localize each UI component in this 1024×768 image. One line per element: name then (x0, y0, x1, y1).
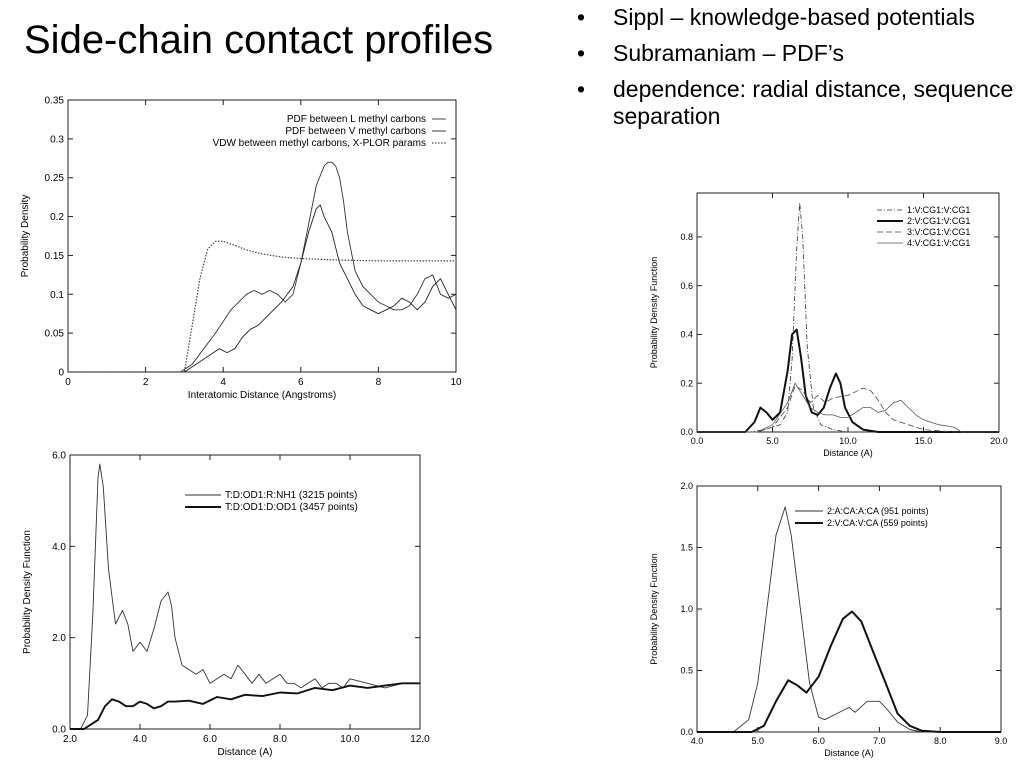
x-tick-label: 7.0 (873, 736, 886, 746)
y-tick-label: 2.0 (680, 481, 693, 491)
legend-entry-label: 1:V:CG1:V:CG1 (907, 205, 970, 215)
y-tick-label: 0.15 (45, 251, 65, 262)
x-tick-label: 8 (376, 377, 382, 388)
x-tick-label: 0 (65, 377, 71, 388)
legend-entry-label: 3:V:CG1:V:CG1 (907, 227, 970, 237)
slide-title: Side-chain contact profiles (24, 18, 494, 62)
y-axis-label: Probability Density Function (649, 257, 659, 369)
x-tick-label: 8.0 (273, 734, 287, 745)
x-tick-label: 6.0 (812, 736, 825, 746)
x-tick-label: 2 (143, 377, 149, 388)
legend-entry-label: PDF between L methyl carbons (287, 114, 426, 125)
x-tick-label: 10 (450, 377, 462, 388)
x-axis-label: Distance (A) (823, 448, 873, 458)
x-tick-label: 10.0 (839, 436, 857, 446)
bullet-item: Subramaniam – PDF’s (575, 40, 1015, 67)
y-tick-label: 0.2 (680, 378, 693, 388)
series-line-2 (697, 610, 1001, 733)
series-line-3 (68, 240, 456, 373)
y-tick-label: 0.1 (50, 290, 64, 301)
y-axis-label: Probability Density Function (22, 530, 33, 654)
chart-v-cg1-sequence-separation: 0.0 5.0 10.0 15.0 20.0 0.0 0.2 0.4 0.6 0.8 Distanc… (649, 192, 1008, 458)
y-tick-label: 0.4 (680, 330, 693, 340)
chart-ca-ca-pdf: 4.0 5.0 6.0 7.0 8.0 9.0 0.0 0.5 1.0 1.5 2.0 Distanc… (649, 481, 1008, 758)
x-tick-label: 4 (220, 377, 226, 388)
x-tick-label: 9.0 (995, 736, 1008, 746)
series-line-2 (697, 328, 999, 433)
y-tick-label: 0.6 (680, 281, 693, 291)
plot-frame (67, 99, 457, 373)
x-tick-label: 20.0 (990, 436, 1008, 446)
legend-entry-label: T:D:OD1:D:OD1 (3457 points) (225, 502, 358, 513)
x-axis-label: Distance (A) (824, 748, 874, 758)
y-tick-label: 0.0 (52, 725, 66, 736)
bullet-list: Sippl – knowledge-based potentials Subra… (575, 4, 1015, 139)
legend-entry-label: 2:V:CG1:V:CG1 (907, 216, 970, 226)
y-tick-label: 0.5 (680, 666, 693, 676)
x-tick-label: 6.0 (203, 734, 217, 745)
x-tick-label: 12.0 (410, 734, 430, 745)
x-axis-label: Distance (A) (217, 747, 272, 758)
y-tick-label: 0.2 (50, 212, 64, 223)
y-axis-label: Probability Density Function (649, 553, 659, 665)
y-tick-label: 1.5 (680, 543, 693, 553)
y-tick-label: 0.0 (680, 427, 693, 437)
y-tick-label: 2.0 (52, 633, 66, 644)
y-tick-label: 0.35 (45, 96, 65, 107)
legend-entry-label: 2:V:CA:V:CA (559 points) (827, 518, 928, 528)
chart-l-v-methyl-carbons: 0 2 4 6 8 10 0 0.05 0.1 0.15 0.2 0.25 0.3 0.35 Interat… (20, 96, 462, 402)
y-tick-label: 0.05 (45, 329, 65, 340)
legend-entry-label: T:D:OD1:R:NH1 (3215 points) (225, 490, 357, 501)
series-line-2 (68, 204, 457, 373)
y-tick-label: 0.0 (680, 727, 693, 737)
x-tick-label: 10.0 (340, 734, 360, 745)
x-tick-label: 15.0 (915, 436, 933, 446)
y-tick-label: 6.0 (52, 451, 66, 462)
legend-entry-label: PDF between V methyl carbons (285, 126, 426, 137)
series-line-1 (697, 506, 1001, 733)
y-tick-label: 0.8 (680, 232, 693, 242)
series-line-1 (68, 161, 457, 373)
x-tick-label: 5.0 (766, 436, 779, 446)
legend-entry-label: VDW between methyl carbons, X-PLOR param… (213, 138, 426, 149)
x-tick-label: 4.0 (691, 736, 704, 746)
y-tick-label: 0.3 (50, 134, 64, 145)
bullet-item: Sippl – knowledge-based potentials (575, 4, 1015, 31)
legend-entry-label: 2:A:CA:A:CA (951 points) (827, 506, 929, 516)
x-tick-label: 5.0 (752, 736, 765, 746)
y-tick-label: 1.0 (680, 604, 693, 614)
series-line-1 (70, 463, 420, 730)
series-line-2 (70, 682, 420, 730)
plot-frame (69, 454, 421, 730)
y-tick-label: 0 (58, 368, 64, 379)
legend-entry-label: 4:V:CG1:V:CG1 (907, 238, 970, 248)
x-tick-label: 6 (298, 377, 304, 388)
x-tick-label: 4.0 (133, 734, 147, 745)
y-tick-label: 0.25 (45, 173, 65, 184)
x-tick-label: 2.0 (63, 734, 77, 745)
x-axis-label: Interatomic Distance (Angstroms) (188, 390, 336, 401)
x-tick-label: 0.0 (691, 436, 704, 446)
series-line-4 (697, 382, 999, 433)
y-tick-label: 4.0 (52, 542, 66, 553)
chart-t-d-od1-pdf: 2.0 4.0 6.0 8.0 10.0 12.00.02.04.06.0Distance… (22, 451, 430, 759)
series-line-3 (697, 385, 999, 433)
y-axis-label: Probability Density (20, 195, 31, 278)
bullet-item: dependence: radial distance, sequence se… (575, 76, 1015, 130)
x-tick-label: 8.0 (934, 736, 947, 746)
